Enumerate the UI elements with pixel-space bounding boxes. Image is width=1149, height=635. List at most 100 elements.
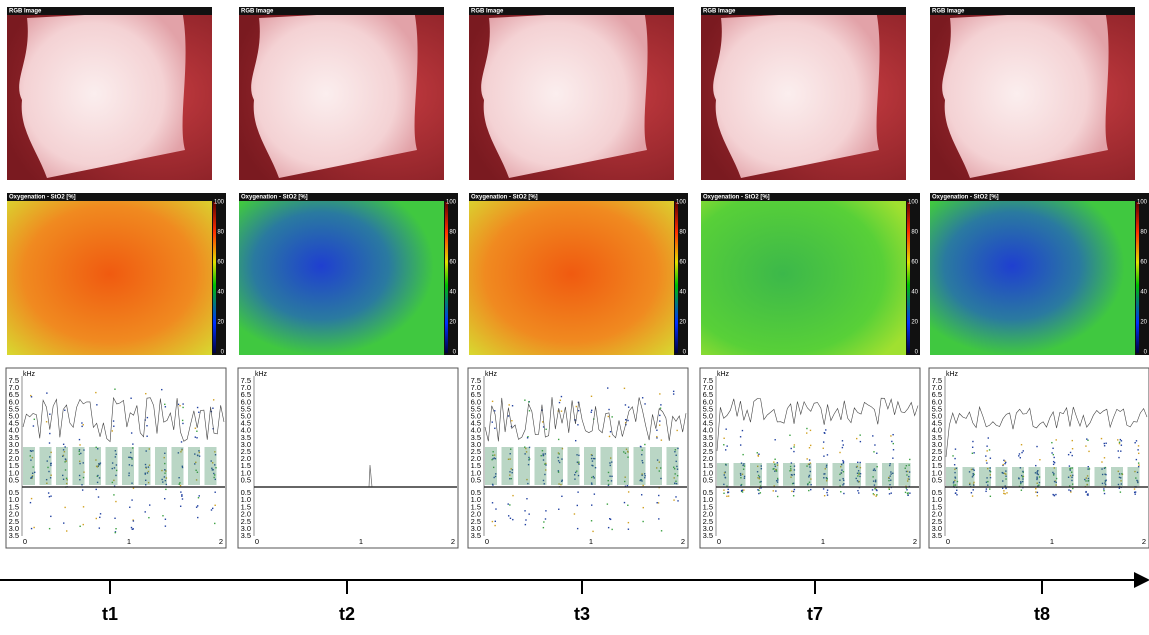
doppler-dot xyxy=(181,495,183,497)
doppler-dot xyxy=(985,459,988,462)
doppler-dot xyxy=(989,476,992,479)
doppler-dot xyxy=(510,468,512,470)
doppler-dot xyxy=(642,520,644,523)
doppler-dot xyxy=(1103,445,1106,447)
doppler-dot xyxy=(988,449,991,451)
doppler-dot xyxy=(79,525,81,528)
doppler-band xyxy=(23,447,35,485)
doppler-dot xyxy=(179,505,182,507)
doppler-dot xyxy=(607,471,610,474)
doppler-dot xyxy=(758,487,761,489)
doppler-dot xyxy=(1002,472,1004,474)
doppler-dot xyxy=(1055,493,1057,496)
doppler-dot xyxy=(194,453,196,455)
doppler-dot xyxy=(31,472,34,474)
doppler-dot xyxy=(1085,490,1087,493)
doppler-dot xyxy=(823,455,825,457)
doppler-dot xyxy=(64,446,66,448)
doppler-dot xyxy=(660,477,662,480)
doppler-band xyxy=(600,447,613,485)
doppler-dot xyxy=(130,451,132,454)
doppler-dot xyxy=(789,465,792,468)
doppler-dot xyxy=(627,406,630,408)
doppler-dot xyxy=(594,457,596,460)
doppler-dot xyxy=(757,474,760,477)
doppler-dot xyxy=(47,466,49,469)
doppler-dot xyxy=(907,494,909,496)
doppler-dot xyxy=(1052,493,1054,496)
y-tick-label: 6.0 xyxy=(471,397,481,406)
panel-header xyxy=(239,193,458,201)
colorbar xyxy=(213,202,216,353)
doppler-dot xyxy=(624,421,627,424)
doppler-dot xyxy=(906,470,909,473)
doppler-dot xyxy=(842,477,844,480)
doppler-dot xyxy=(823,477,825,479)
doppler-band xyxy=(832,463,845,486)
doppler-dot xyxy=(842,484,844,486)
doppler-dot xyxy=(99,516,101,519)
doppler-dot xyxy=(859,461,861,464)
doppler-dot xyxy=(906,480,909,482)
doppler-dot xyxy=(858,492,860,494)
doppler-dot xyxy=(544,463,546,465)
doppler-dot xyxy=(1071,483,1074,485)
spectrogram-unit: kHz xyxy=(255,371,268,378)
doppler-dot xyxy=(1103,467,1106,469)
doppler-dot xyxy=(892,472,894,474)
doppler-dot xyxy=(609,462,611,464)
doppler-dot xyxy=(777,479,779,481)
doppler-dot xyxy=(545,464,547,466)
doppler-dot xyxy=(576,461,579,463)
doppler-dot xyxy=(1052,474,1055,476)
doppler-dot xyxy=(1088,450,1090,453)
doppler-dot xyxy=(792,482,795,485)
colorbar-tick-label: 60 xyxy=(679,260,686,266)
doppler-dot xyxy=(591,464,593,467)
doppler-dot xyxy=(742,468,745,470)
doppler-dot xyxy=(658,424,661,426)
doppler-dot xyxy=(524,399,526,401)
doppler-dot xyxy=(1087,439,1089,441)
doppler-dot xyxy=(494,520,496,523)
doppler-dot xyxy=(740,477,742,479)
doppler-dot xyxy=(491,400,494,403)
doppler-dot xyxy=(545,469,547,471)
doppler-dot xyxy=(591,454,593,457)
doppler-dot xyxy=(790,474,793,476)
y-tick-label: 3.5 xyxy=(241,531,251,540)
doppler-dot xyxy=(872,435,874,437)
doppler-dot xyxy=(973,452,975,454)
doppler-dot xyxy=(545,462,547,465)
doppler-dot xyxy=(656,502,658,504)
doppler-dot xyxy=(723,472,726,474)
y-tick-label: 2.0 xyxy=(932,454,942,463)
doppler-dot xyxy=(98,477,101,479)
y-tick-label: 2.0 xyxy=(932,510,942,519)
doppler-dot xyxy=(1101,473,1104,476)
doppler-dot xyxy=(144,473,146,475)
doppler-dot xyxy=(642,506,644,509)
doppler-dot xyxy=(892,449,895,451)
doppler-dot xyxy=(181,494,183,496)
doppler-dot xyxy=(128,456,130,459)
doppler-dot xyxy=(557,438,560,441)
y-tick-label: 7.5 xyxy=(241,376,251,385)
y-tick-label: 3.0 xyxy=(9,440,19,449)
doppler-dot xyxy=(739,472,742,475)
doppler-dot xyxy=(608,408,610,411)
y-tick-label: 6.5 xyxy=(932,390,942,399)
doppler-dot xyxy=(1005,487,1007,490)
doppler-dot xyxy=(741,489,744,491)
doppler-dot xyxy=(590,454,593,456)
colorbar-tick-label: 80 xyxy=(449,230,456,236)
y-tick-label: 1.5 xyxy=(241,461,251,470)
doppler-dot xyxy=(544,453,546,455)
doppler-dot xyxy=(758,492,760,495)
doppler-dot xyxy=(972,440,974,443)
doppler-dot xyxy=(876,452,878,454)
doppler-dot xyxy=(1120,440,1123,442)
doppler-dot xyxy=(904,467,906,469)
doppler-dot xyxy=(590,409,593,412)
colorbar-tick-label: 60 xyxy=(911,260,918,266)
